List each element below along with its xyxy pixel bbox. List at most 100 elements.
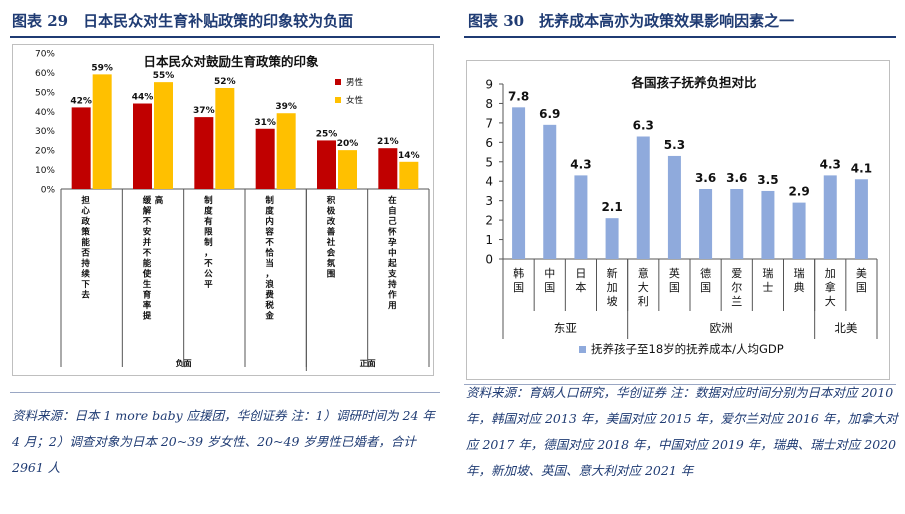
- bar-male: [71, 107, 91, 189]
- y-tick-label: 3: [485, 194, 493, 208]
- data-label: 4.1: [851, 161, 872, 175]
- svg-text:缓解不安并不能使生育率提: 缓解不安并不能使生育率提: [142, 195, 152, 322]
- x-category-label: 加拿大: [825, 267, 836, 308]
- data-label: 55%: [153, 71, 175, 81]
- legend-label: 男性: [346, 77, 364, 88]
- legend-swatch: [335, 97, 341, 103]
- bar-female: [215, 87, 235, 189]
- data-label: 4.3: [820, 157, 841, 171]
- legend-swatch: [579, 346, 586, 353]
- data-label: 6.9: [539, 107, 560, 121]
- data-label: 44%: [132, 93, 154, 103]
- bar-female: [338, 150, 357, 189]
- x-category-label: 瑞典: [794, 266, 805, 294]
- y-tick-label: 2: [485, 214, 493, 228]
- x-category-label: 制度内容不恰当，浪费税金: [264, 195, 274, 322]
- bar-male: [378, 148, 398, 189]
- group-label: 欧洲: [710, 321, 733, 335]
- bar: [761, 190, 775, 259]
- y-tick-label: 40%: [35, 108, 55, 118]
- data-label: 14%: [398, 151, 420, 161]
- group-label: 北美: [834, 321, 857, 335]
- legend-label: 抚养孩子至18岁的抚养成本/人均GDP: [591, 342, 784, 356]
- data-label: 59%: [91, 63, 113, 73]
- left-title-rule: [10, 36, 440, 38]
- data-label: 20%: [337, 139, 359, 149]
- x-category-label: 制度有限制，不公平: [204, 195, 213, 290]
- left-figure-title: 图表 29 日本民众对生育补贴政策的印象较为负面: [12, 12, 354, 30]
- data-label: 7.8: [508, 89, 529, 103]
- y-tick-label: 30%: [35, 127, 55, 137]
- right-figure-title: 图表 30 抚养成本高亦为政策效果影响因素之一: [468, 12, 795, 30]
- y-tick-label: 5: [485, 155, 493, 169]
- chart-title: 各国孩子抚养负担对比: [630, 75, 757, 90]
- y-tick-label: 10%: [35, 166, 55, 176]
- data-label: 3.6: [695, 171, 716, 185]
- x-category-label: 瑞士: [762, 266, 773, 294]
- data-label: 3.5: [757, 173, 778, 187]
- y-tick-label: 1: [485, 233, 493, 247]
- bar-male: [133, 103, 152, 189]
- svg-text:积极改善社会氛围: 积极改善社会氛围: [326, 195, 336, 280]
- bar: [667, 155, 681, 259]
- y-tick-label: 50%: [35, 88, 55, 98]
- y-tick-label: 6: [485, 136, 493, 150]
- y-tick-label: 60%: [35, 69, 55, 79]
- x-category-label: 意大利: [638, 266, 649, 308]
- bar: [605, 218, 619, 259]
- y-tick-label: 4: [485, 175, 493, 189]
- left-source-rule: [10, 392, 440, 393]
- data-label: 5.3: [664, 138, 685, 152]
- data-label: 21%: [377, 137, 399, 147]
- data-label: 31%: [254, 118, 276, 128]
- left-source-note: 资料来源：日本 1 more baby 应援团，华创证券 注：1）调研时间为 2…: [12, 408, 435, 475]
- legend-label: 女性: [346, 95, 364, 106]
- svg-text:担心政策能否持续下去: 担心政策能否持续下去: [80, 195, 90, 301]
- data-label: 4.3: [570, 157, 591, 171]
- y-tick-label: 8: [485, 97, 493, 111]
- svg-text:高: 高: [155, 195, 164, 206]
- x-category-label: 日本: [575, 267, 586, 294]
- bar-male: [317, 140, 336, 189]
- svg-text:在自己怀孕中起支持作用: 在自己怀孕中起支持作用: [387, 195, 397, 311]
- x-category-label: 英国: [669, 266, 680, 294]
- legend-swatch: [335, 79, 341, 85]
- y-tick-label: 9: [485, 78, 493, 92]
- y-tick-label: 70%: [35, 50, 55, 60]
- left-chart-panel: 0% 10% 20% 30% 40% 50% 60% 70% 日本民众对鼓励生育政策的印象 42%…: [12, 44, 434, 376]
- bar: [574, 175, 588, 259]
- svg-text:制度有限制，不公平: 制度有限制，不公平: [204, 195, 213, 290]
- data-label: 52%: [214, 77, 236, 87]
- data-label: 42%: [70, 96, 92, 106]
- bar-male: [255, 128, 275, 189]
- data-label: 6.3: [633, 119, 654, 133]
- bar: [636, 136, 650, 259]
- group-label: 东亚: [554, 321, 577, 335]
- x-category-label: 积极改善社会氛围: [326, 195, 336, 280]
- bar-female: [92, 74, 112, 189]
- y-tick-label: 7: [485, 116, 493, 130]
- group-label: 正面: [360, 359, 376, 368]
- x-category-label: 新加坡: [607, 266, 618, 308]
- bar: [512, 107, 526, 259]
- svg-text:制度内容不恰当，浪费税金: 制度内容不恰当，浪费税金: [264, 195, 274, 322]
- x-category-label: 爱尔兰: [731, 267, 742, 308]
- y-tick-label: 0%: [41, 186, 56, 196]
- bar-female: [276, 113, 296, 189]
- data-label: 3.6: [726, 171, 747, 185]
- bar-male: [194, 117, 214, 189]
- bar: [854, 179, 868, 259]
- group-label: 负面: [176, 358, 192, 368]
- data-label: 2.1: [601, 200, 622, 214]
- bar: [730, 189, 744, 259]
- bar: [792, 202, 806, 259]
- x-category-label: 美国: [856, 267, 867, 294]
- y-tick-label: 0: [485, 253, 493, 267]
- x-category-label: 中国: [544, 267, 555, 294]
- right-chart-panel: 0 1 2 3 4 5 6 7 8 9 各国孩子抚养负担对比 7.8 韩国 6.9 中国 4.3 日本 2.1 新加…: [466, 60, 890, 380]
- left-chart: 0% 10% 20% 30% 40% 50% 60% 70% 日本民众对鼓励生育政策的印象 42%…: [35, 50, 430, 371]
- x-category-label: 德国: [700, 266, 711, 294]
- data-label: 37%: [193, 106, 215, 116]
- x-category-label: 韩国: [513, 266, 524, 294]
